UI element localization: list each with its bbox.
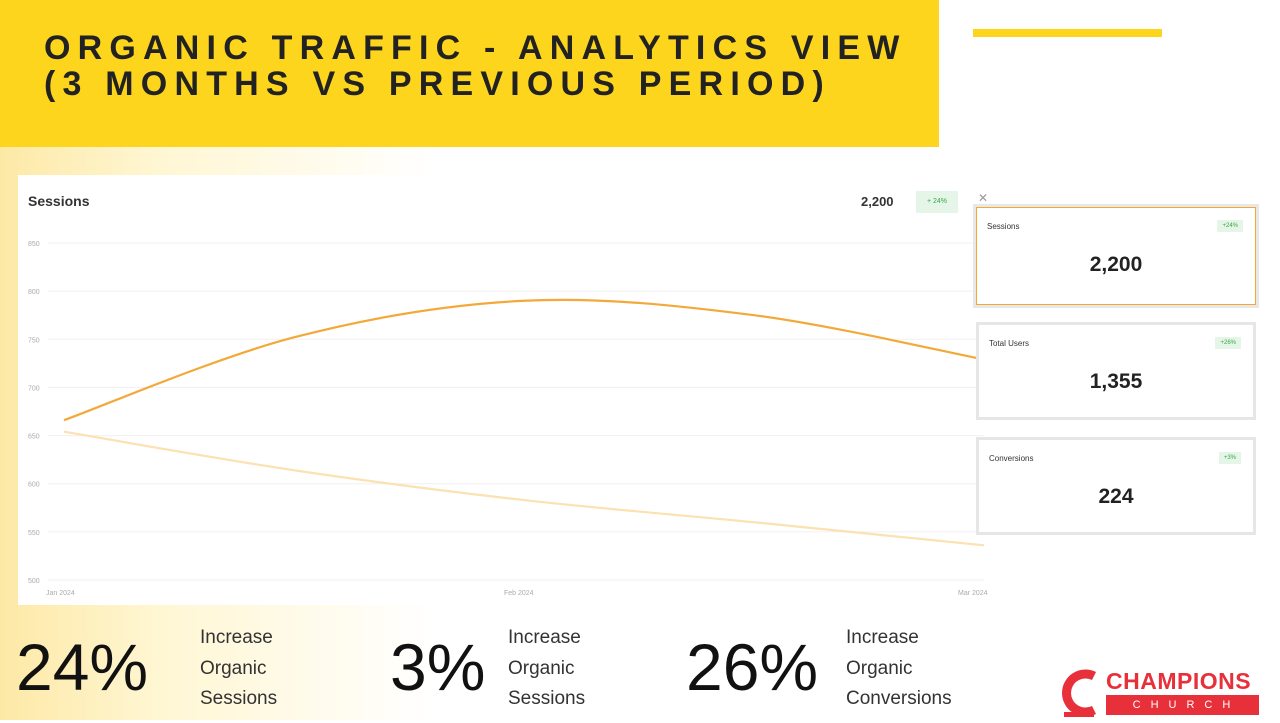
kpi-value: 2,200 [1089,253,1143,276]
x-tick-label: Mar 2024 [958,590,988,597]
sessions-line-chart: 850 800 750 700 650 600 550 500 Jan 2024 Feb 2024… [28,241,988,597]
chart-total-value: 2,200 [861,194,894,209]
stat-line: Increase [846,627,919,648]
stat-line: Increase [508,627,581,648]
stat-line: Organic [846,657,913,679]
kpi-badge: +24% [1217,220,1243,232]
stat-value-sessions-2: 3% [390,630,486,704]
stat-line: Increase [200,627,273,648]
kpi-badge: +26% [1215,337,1241,349]
kpi-label: Sessions [987,222,1020,231]
y-tick-label: 850 [28,241,40,248]
stat-description-sessions-2: Increase Organic Sessions [508,623,585,715]
logo-subtitle: CHURCH [1106,695,1259,715]
y-tick-label: 700 [28,385,40,392]
kpi-badge: +3% [1218,452,1241,464]
series-line-previous-period [63,430,985,547]
stat-value-sessions: 24% [16,630,149,704]
series-line-current-period [63,298,985,422]
y-tick-label: 750 [28,337,40,344]
stat-line: Conversions [846,688,952,709]
y-tick-label: 550 [28,530,40,537]
y-tick-label: 600 [28,482,40,489]
kpi-label: Conversions [989,454,1034,463]
logo-name: CHAMPIONS [1106,668,1252,694]
kpi-value: 1,355 [1089,370,1143,393]
page-title: ORGANIC TRAFFIC - ANALYTICS VIEW (3 MONT… [44,30,907,102]
title-line-1: ORGANIC TRAFFIC - ANALYTICS VIEW [44,29,907,67]
stat-line: Organic [508,657,575,679]
y-tick-label: 650 [28,434,40,441]
y-tick-label: 800 [28,289,40,296]
sessions-chart-panel: 850 800 750 700 650 600 550 500 Jan 2024 Feb 2024… [18,175,998,605]
accent-bar [973,29,1162,37]
stat-description-sessions: Increase Organic Sessions [200,623,277,715]
kpi-value: 224 [1098,485,1134,508]
chart-title: Sessions [28,193,90,209]
stat-line: Sessions [200,688,278,709]
kpi-card-total-users[interactable]: Total Users +26% 1,355 [976,322,1256,420]
kpi-label: Total Users [989,339,1030,348]
kpi-card-conversions[interactable]: Conversions +3% 224 [976,437,1256,535]
x-tick-label: Feb 2024 [504,590,534,597]
stat-line: Sessions [508,688,586,709]
x-tick-label: Jan 2024 [46,590,75,597]
champions-church-logo: CHAMPIONS CHURCH [1058,668,1268,718]
stat-line: Organic [200,657,267,679]
y-tick-label: 500 [28,578,40,585]
close-icon[interactable]: ✕ [978,191,989,205]
chart-change-badge: + 24% [916,191,958,213]
logo-c-icon [1062,669,1097,717]
header-band: ORGANIC TRAFFIC - ANALYTICS VIEW (3 MONT… [0,0,939,147]
kpi-card-sessions[interactable]: Sessions +24% 2,200 [976,207,1256,305]
stat-description-conversions: Increase Organic Conversions [846,623,952,715]
title-line-2: (3 MONTHS VS PREVIOUS PERIOD) [44,65,831,103]
stat-value-conversions: 26% [686,630,819,704]
